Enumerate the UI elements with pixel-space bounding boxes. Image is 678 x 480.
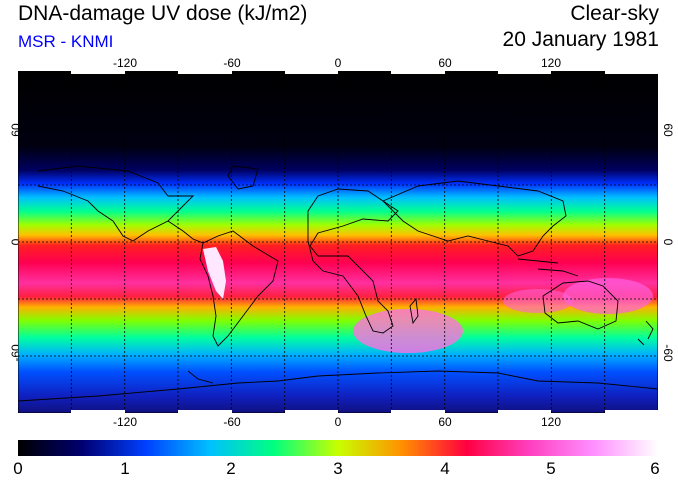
- lat-tick-right: 0: [661, 238, 675, 246]
- lon-tick-top: -60: [223, 56, 241, 70]
- colorbar-label: 2: [226, 459, 236, 478]
- colorbar-label: 3: [333, 459, 343, 478]
- data-source-label: MSR - KNMI: [18, 32, 114, 51]
- lon-tick-bottom: 120: [540, 415, 562, 429]
- lon-tick-top: -120: [112, 56, 138, 70]
- colorbar-label: 6: [650, 459, 660, 478]
- lon-tick-bottom: 60: [438, 415, 452, 429]
- high-dose-region: [503, 289, 573, 313]
- map-frame: [18, 71, 658, 413]
- high-dose-region: [563, 278, 653, 314]
- lon-tick-top: 120: [540, 56, 562, 70]
- lon-tick-top: 0: [334, 56, 342, 70]
- lat-tick-right: -60: [661, 344, 675, 362]
- andes-peak-dose: [203, 247, 226, 299]
- colorbar-label: 0: [13, 459, 23, 478]
- map-title: DNA-damage UV dose (kJ/m2): [18, 2, 308, 25]
- sky-condition-label: Clear-sky: [570, 2, 659, 25]
- lon-tick-bottom: -120: [112, 415, 138, 429]
- lon-tick-bottom: 0: [334, 415, 342, 429]
- lat-lon-grid: [18, 71, 658, 413]
- lon-tick-bottom: -60: [223, 415, 241, 429]
- high-dose-region: [353, 309, 463, 353]
- coastlines: [18, 165, 658, 402]
- uv-dose-world-map: [18, 71, 658, 413]
- colorbar-label: 4: [440, 459, 450, 478]
- map-date: 20 January 1981: [502, 28, 659, 51]
- lon-tick-top: 60: [438, 56, 452, 70]
- lat-tick-right: 60: [661, 123, 675, 137]
- colorbar-label: 1: [120, 459, 130, 478]
- colorbar: [18, 440, 658, 456]
- colorbar-label: 5: [546, 459, 556, 478]
